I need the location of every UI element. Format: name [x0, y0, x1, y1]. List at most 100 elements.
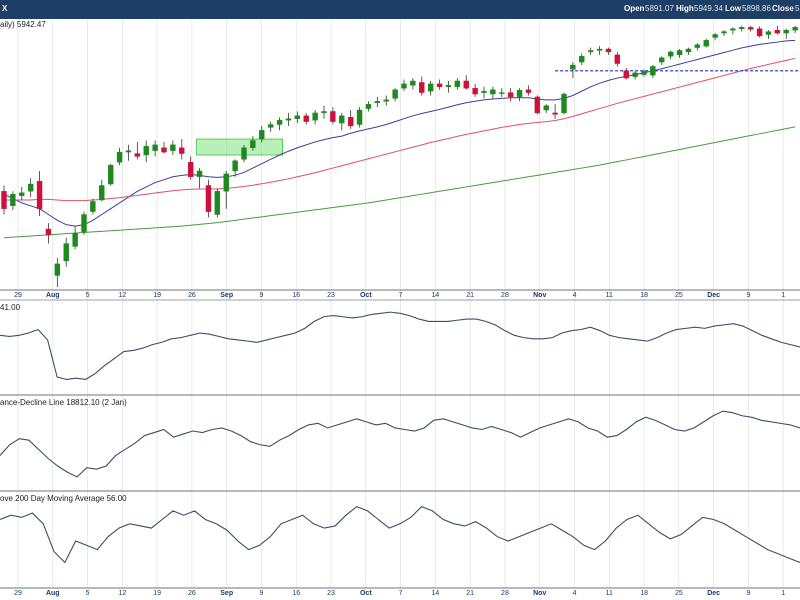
candle-up — [401, 83, 407, 89]
candle-up — [81, 214, 87, 233]
date-tick-label: Dec — [707, 292, 720, 299]
sma50-line — [4, 57, 796, 202]
indicator-3-label: ove 200 Day Moving Average 56.00 — [0, 494, 127, 503]
date-tick-label: Oct — [360, 292, 372, 299]
candle-up — [561, 93, 567, 114]
date-tick-label: 26 — [188, 292, 196, 299]
date-tick-label: 21 — [466, 590, 474, 597]
candle-up — [659, 57, 665, 63]
indicator-1-line — [0, 311, 800, 380]
candle-up — [703, 40, 709, 47]
candle-up — [481, 90, 487, 93]
highlight-box — [196, 138, 283, 156]
candle-up — [712, 34, 718, 38]
date-tick-label: 16 — [292, 292, 300, 299]
date-tick-label: Aug — [46, 590, 60, 597]
header-title-fragment: X — [2, 4, 8, 13]
indicator-panel-1 — [0, 311, 800, 380]
candle-up — [721, 31, 727, 34]
candle-up — [410, 80, 416, 86]
candle-down — [205, 185, 212, 212]
candle-up — [579, 56, 585, 63]
date-tick-label: 1 — [781, 292, 785, 299]
date-tick-label: 28 — [501, 590, 509, 597]
indicator-panel-2 — [0, 410, 800, 478]
candle-up — [445, 85, 452, 87]
date-tick-label: 18 — [640, 590, 648, 597]
candle-down — [747, 27, 754, 30]
candle-down — [463, 80, 469, 89]
candle-up — [107, 164, 114, 185]
candle-down — [179, 147, 185, 154]
date-tick-label: 29 — [14, 292, 22, 299]
candle-down — [134, 153, 141, 157]
candle-down — [507, 92, 514, 98]
date-tick-label: 4 — [573, 590, 577, 597]
candle-up — [641, 71, 647, 75]
date-tick-label: Dec — [707, 590, 720, 597]
sma200-line — [3, 126, 796, 239]
indicator-panel-3 — [0, 505, 800, 564]
date-tick-label: 5 — [86, 590, 90, 597]
indicator-2-label: ance-Decline Line 18812.10 (2 Jan) — [0, 398, 127, 407]
date-tick-label: 16 — [292, 590, 300, 597]
date-tick-label: Nov — [533, 292, 546, 299]
candle-up — [694, 44, 701, 48]
date-axis: 2929AugAug55121219192626SepSep9916162323… — [14, 292, 785, 597]
indicator-1-label: 41.00 — [0, 303, 21, 312]
sma20-line — [3, 39, 796, 227]
candle-up — [294, 115, 301, 119]
candle-down — [161, 147, 167, 153]
candle-up — [312, 112, 318, 121]
candle-down — [347, 117, 354, 127]
candle-up — [90, 201, 96, 212]
date-tick-label: 19 — [153, 292, 161, 299]
above-200-dma-line — [0, 505, 800, 564]
candle-up — [765, 31, 772, 35]
candle-up — [116, 151, 123, 163]
candle-up — [499, 92, 505, 94]
date-tick-label: Sep — [220, 292, 233, 299]
candle-up — [27, 183, 34, 192]
chart-header-bar: X Open 5891.07 High 5949.34 Low 5898.86 … — [0, 0, 800, 19]
candle-up — [374, 101, 381, 103]
candle-up — [570, 64, 576, 70]
candle-up — [739, 27, 745, 29]
candle-up — [676, 50, 683, 56]
candle-up — [632, 72, 638, 77]
candle-up — [339, 115, 345, 124]
date-tick-label: 29 — [14, 590, 22, 597]
date-tick-label: 5 — [86, 292, 90, 299]
candle-up — [667, 51, 674, 57]
low-label: Low — [725, 4, 741, 13]
candle-up — [365, 103, 372, 109]
candle-up — [650, 66, 656, 76]
candle-up — [587, 50, 594, 53]
candle-up — [170, 144, 176, 151]
candle-down — [36, 180, 43, 209]
candle-up — [143, 146, 149, 156]
candle-down — [756, 28, 763, 37]
candle-up — [267, 124, 274, 128]
candle-down — [303, 115, 309, 122]
candle-up — [285, 118, 292, 121]
candle-up — [99, 185, 105, 201]
candle-up — [596, 48, 603, 51]
date-tick-label: 12 — [118, 292, 126, 299]
candle-up — [516, 90, 523, 98]
low-value: 5898.86 — [742, 4, 771, 13]
advance-decline-line — [0, 410, 800, 478]
date-tick-label: 9 — [746, 292, 750, 299]
candle-up — [543, 105, 549, 111]
candle-down — [187, 162, 194, 177]
date-tick-label: Sep — [220, 590, 233, 597]
candle-up — [685, 48, 692, 53]
close-label: Close — [772, 4, 794, 13]
date-tick-label: 7 — [399, 590, 403, 597]
date-tick-label: 4 — [573, 292, 577, 299]
candle-up — [730, 28, 736, 31]
close-value: 5 — [795, 4, 800, 13]
open-value: 5891.07 — [645, 4, 674, 13]
candle-down — [605, 48, 612, 53]
date-tick-label: 9 — [746, 590, 750, 597]
